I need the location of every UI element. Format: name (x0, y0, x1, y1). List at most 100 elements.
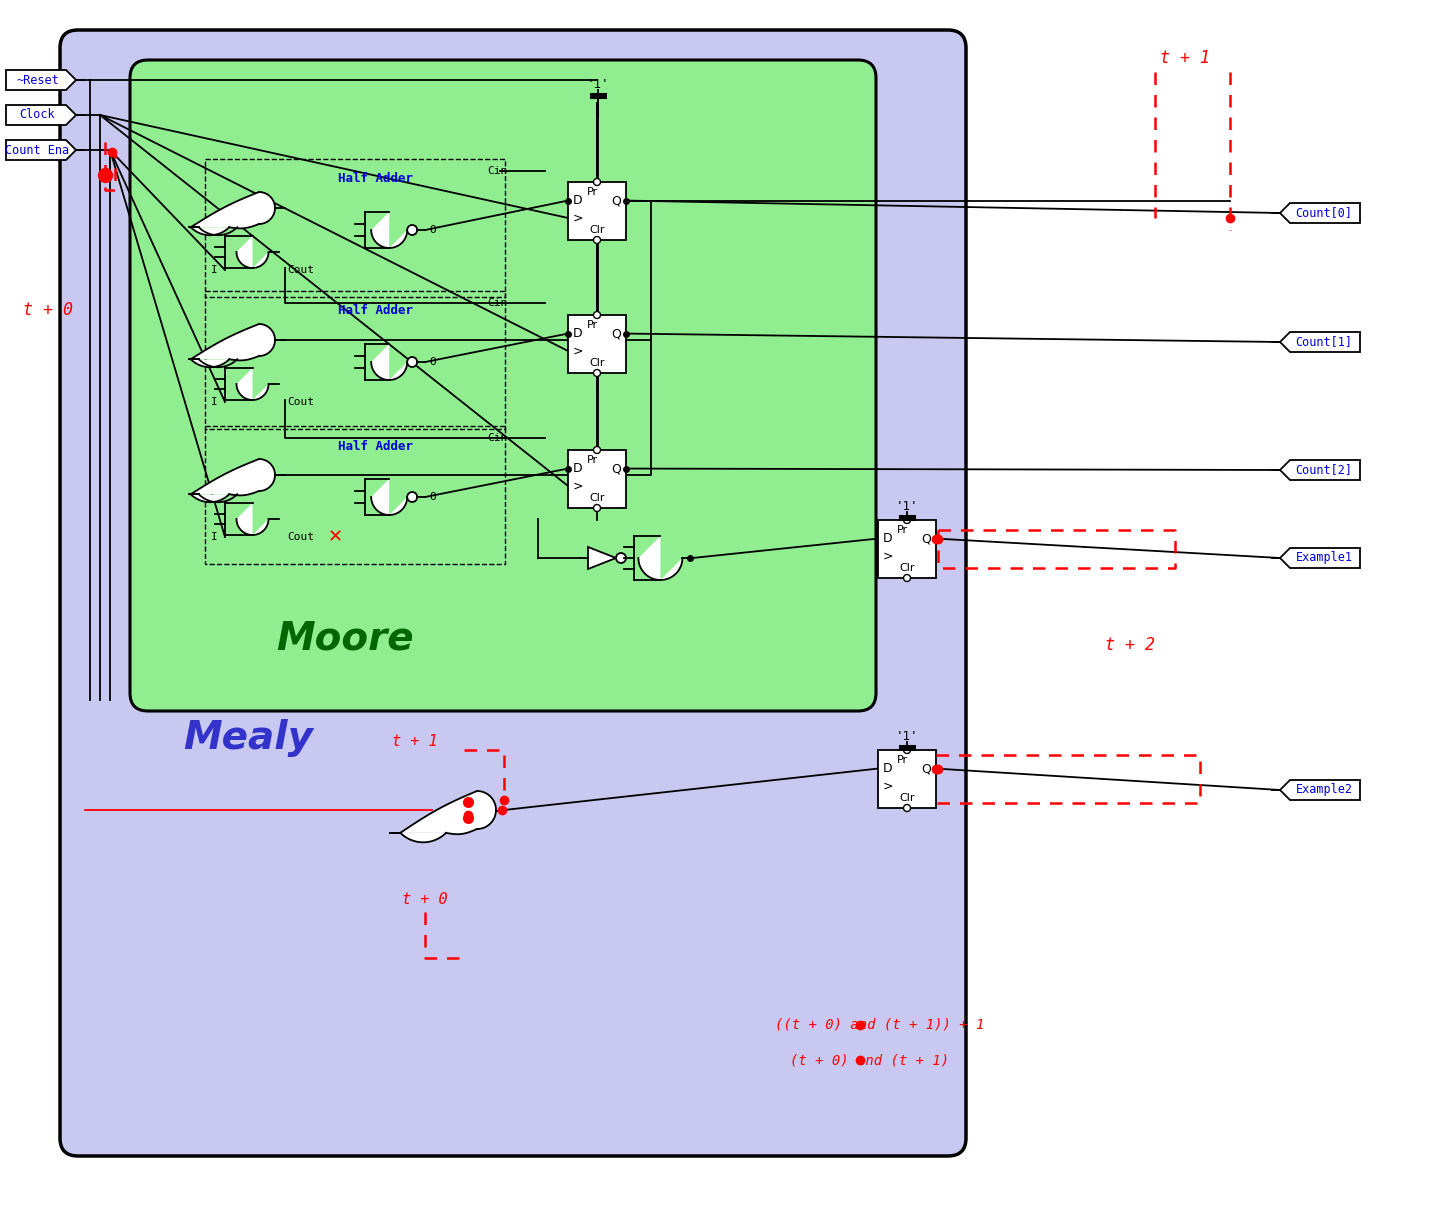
Text: ~Reset: ~Reset (16, 74, 59, 87)
FancyBboxPatch shape (60, 30, 967, 1156)
Text: O: O (430, 358, 435, 367)
Circle shape (593, 312, 600, 319)
Polygon shape (190, 459, 275, 503)
Bar (878, 750, 937, 808)
Polygon shape (639, 536, 683, 580)
Text: D: D (884, 762, 892, 776)
Text: Cin: Cin (487, 432, 507, 443)
Bar (205, 159, 505, 297)
Text: O: O (430, 225, 435, 236)
Text: I: I (211, 265, 218, 275)
Text: t + 0: t + 0 (23, 301, 73, 319)
Circle shape (904, 805, 911, 812)
Text: I: I (211, 397, 218, 407)
Text: '1': '1' (587, 77, 609, 91)
Circle shape (593, 447, 600, 453)
Text: Half Adder: Half Adder (338, 173, 412, 186)
FancyBboxPatch shape (130, 60, 876, 712)
Polygon shape (6, 140, 76, 159)
Text: ((t + 0) and (t + 1)) + 1: ((t + 0) and (t + 1)) + 1 (775, 1018, 985, 1032)
Text: Pr: Pr (587, 187, 597, 197)
Polygon shape (371, 211, 407, 248)
Text: Q: Q (611, 194, 621, 207)
Text: Clr: Clr (589, 225, 604, 234)
Circle shape (616, 553, 626, 563)
Text: t + 1: t + 1 (1160, 50, 1210, 66)
Text: Clr: Clr (899, 792, 915, 802)
Polygon shape (236, 503, 269, 535)
Text: Count[1]: Count[1] (1296, 336, 1352, 348)
Circle shape (593, 505, 600, 511)
Text: Moore: Moore (276, 618, 414, 657)
Text: D: D (573, 327, 583, 341)
Text: Q: Q (611, 461, 621, 475)
Text: Cout: Cout (286, 397, 314, 407)
Circle shape (407, 358, 417, 367)
Text: Cout: Cout (286, 265, 314, 275)
Text: O: O (430, 492, 435, 503)
Text: Clr: Clr (899, 563, 915, 573)
Polygon shape (1280, 332, 1360, 352)
Text: Example1: Example1 (1296, 552, 1352, 564)
Polygon shape (190, 192, 275, 236)
Bar (205, 426, 505, 564)
Text: Mealy: Mealy (183, 719, 314, 757)
Text: Q: Q (611, 327, 621, 341)
Polygon shape (1280, 548, 1360, 568)
Text: ✕: ✕ (328, 528, 342, 546)
Text: Pr: Pr (587, 455, 597, 465)
Text: t + 2: t + 2 (1106, 635, 1156, 654)
Bar (569, 451, 626, 509)
Polygon shape (1280, 780, 1360, 800)
Text: D: D (573, 461, 583, 475)
Text: Pr: Pr (896, 525, 908, 535)
Text: Example2: Example2 (1296, 784, 1352, 796)
Text: Half Adder: Half Adder (338, 440, 412, 453)
Text: '1': '1' (896, 730, 918, 743)
Text: t + 1: t + 1 (392, 734, 438, 749)
Polygon shape (1280, 460, 1360, 480)
Text: Count[0]: Count[0] (1296, 207, 1352, 220)
Circle shape (593, 370, 600, 377)
Bar (878, 519, 937, 577)
Polygon shape (1280, 203, 1360, 223)
Circle shape (593, 237, 600, 244)
Circle shape (593, 179, 600, 186)
Polygon shape (589, 547, 616, 569)
Polygon shape (371, 480, 407, 515)
Text: D: D (884, 532, 892, 545)
Polygon shape (190, 324, 275, 367)
Text: (t + 0) and (t + 1): (t + 0) and (t + 1) (790, 1053, 949, 1067)
Text: Pr: Pr (587, 320, 597, 330)
Text: Cin: Cin (487, 165, 507, 176)
Polygon shape (6, 105, 76, 124)
Text: Q: Q (921, 762, 931, 776)
Text: Count Ena: Count Ena (6, 144, 70, 157)
Circle shape (904, 517, 911, 523)
Text: >: > (882, 779, 894, 792)
Text: >: > (573, 480, 583, 493)
Text: Clr: Clr (589, 358, 604, 367)
Text: '1': '1' (896, 499, 918, 512)
Circle shape (407, 225, 417, 236)
Bar (569, 315, 626, 373)
Text: Count[2]: Count[2] (1296, 464, 1352, 476)
Text: D: D (573, 194, 583, 207)
Polygon shape (236, 368, 269, 400)
Text: >: > (573, 344, 583, 358)
Circle shape (407, 492, 417, 503)
Polygon shape (371, 344, 407, 381)
Polygon shape (6, 70, 76, 91)
Bar (205, 291, 505, 429)
Text: I: I (211, 532, 218, 542)
Text: Pr: Pr (896, 755, 908, 765)
Text: Q: Q (921, 532, 931, 545)
Text: >: > (573, 211, 583, 225)
Text: >: > (882, 550, 894, 563)
Text: Cin: Cin (487, 298, 507, 308)
Bar (569, 182, 626, 240)
Polygon shape (236, 236, 269, 268)
Polygon shape (401, 791, 495, 842)
Circle shape (904, 575, 911, 581)
Text: t + 0: t + 0 (402, 893, 448, 907)
